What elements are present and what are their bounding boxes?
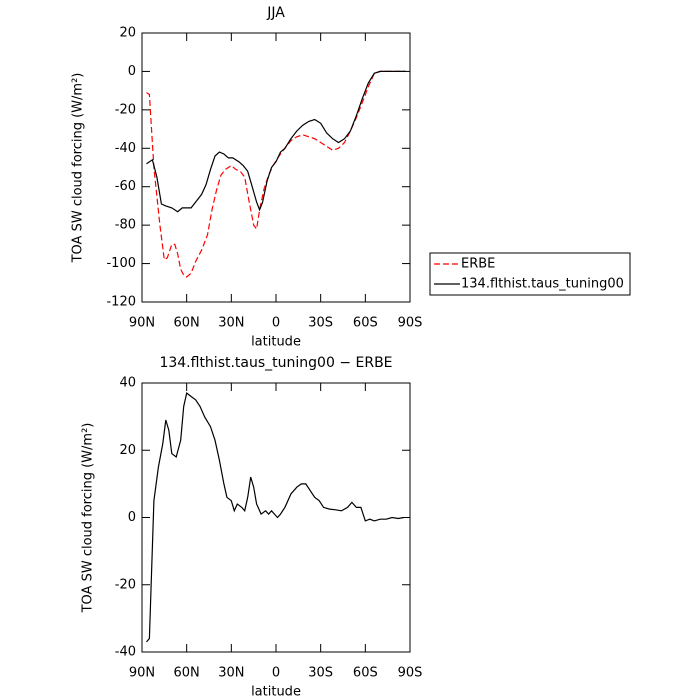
data-line [146,392,405,643]
y-tick-label: 20 [119,443,136,458]
x-tick-label: 60S [353,666,378,681]
x-tick-label: 60S [353,316,378,331]
x-tick-label: 0 [272,316,280,331]
y-tick-label: -40 [115,645,136,660]
y-tick-label: -80 [115,218,136,233]
y-tick-label: -20 [115,577,136,592]
y-tick-label: -120 [106,295,136,310]
y-tick-label: 0 [128,510,136,525]
x-tick-label: 30S [308,666,333,681]
y-tick-label: 20 [119,26,136,41]
plot-frame [141,382,411,653]
x-tick-label: 90S [398,316,423,331]
x-tick-label: 0 [272,666,280,681]
x-tick-label: 90N [129,316,155,331]
y-tick-label: -100 [106,256,136,271]
y-tick-label: -20 [115,102,136,117]
legend-label: ERBE [461,257,495,272]
x-tick-label: 60N [174,316,200,331]
chart-title: JJA [266,5,285,21]
x-axis-label: latitude [251,685,301,700]
x-tick-label: 30N [218,666,244,681]
x-tick-label: 90S [398,666,423,681]
x-tick-label: 30N [218,316,244,331]
x-tick-label: 30S [308,316,333,331]
x-tick-label: 90N [129,666,155,681]
y-tick-label: 0 [128,64,136,79]
chart-title: 134.flthist.taus_tuning00 − ERBE [159,355,392,371]
y-tick-label: -60 [115,179,136,194]
y-axis-label: TOA SW cloud forcing (W/m²) [81,423,96,614]
legend-label: 134.flthist.taus_tuning00 [461,277,624,292]
x-axis-label: latitude [251,335,301,350]
y-axis-label: TOA SW cloud forcing (W/m²) [71,73,86,264]
plot-frame [141,32,411,303]
y-tick-label: -40 [115,141,136,156]
data-line [146,70,406,213]
legend-box [429,252,631,296]
x-tick-label: 60N [174,666,200,681]
y-tick-label: 40 [119,376,136,391]
data-line [146,70,406,278]
